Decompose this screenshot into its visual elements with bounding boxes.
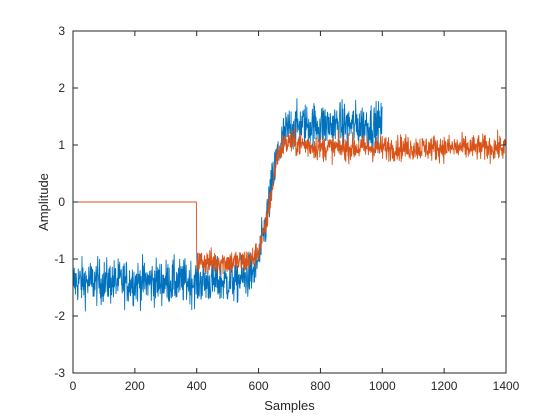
x-tick-label: 0 <box>70 379 77 393</box>
x-tick-label: 1200 <box>431 379 458 393</box>
x-axis-title: Samples <box>264 398 315 413</box>
x-tick-label: 1400 <box>493 379 520 393</box>
y-axis-title: Amplitude <box>36 173 51 231</box>
y-tick-label: -1 <box>54 252 65 266</box>
y-tick-label: 0 <box>58 195 65 209</box>
y-tick-label: 1 <box>58 138 65 152</box>
y-tick-label: -2 <box>54 309 65 323</box>
tick-layer: 0 200 400 600 800 1000 1200 1400 -3 -2 -1 0 1 2 3 <box>54 24 519 393</box>
x-tick-label: 200 <box>125 379 145 393</box>
y-tick-label: 2 <box>58 81 65 95</box>
x-tick-label: 1000 <box>369 379 396 393</box>
series-layer <box>72 98 507 312</box>
x-tick-label: 600 <box>249 379 269 393</box>
series-line-2 <box>72 126 507 275</box>
y-tick-label: -3 <box>54 366 65 380</box>
x-tick-label: 800 <box>310 379 330 393</box>
series-line-1 <box>72 98 383 312</box>
x-tick-label: 400 <box>187 379 207 393</box>
y-tick-label: 3 <box>58 24 65 38</box>
